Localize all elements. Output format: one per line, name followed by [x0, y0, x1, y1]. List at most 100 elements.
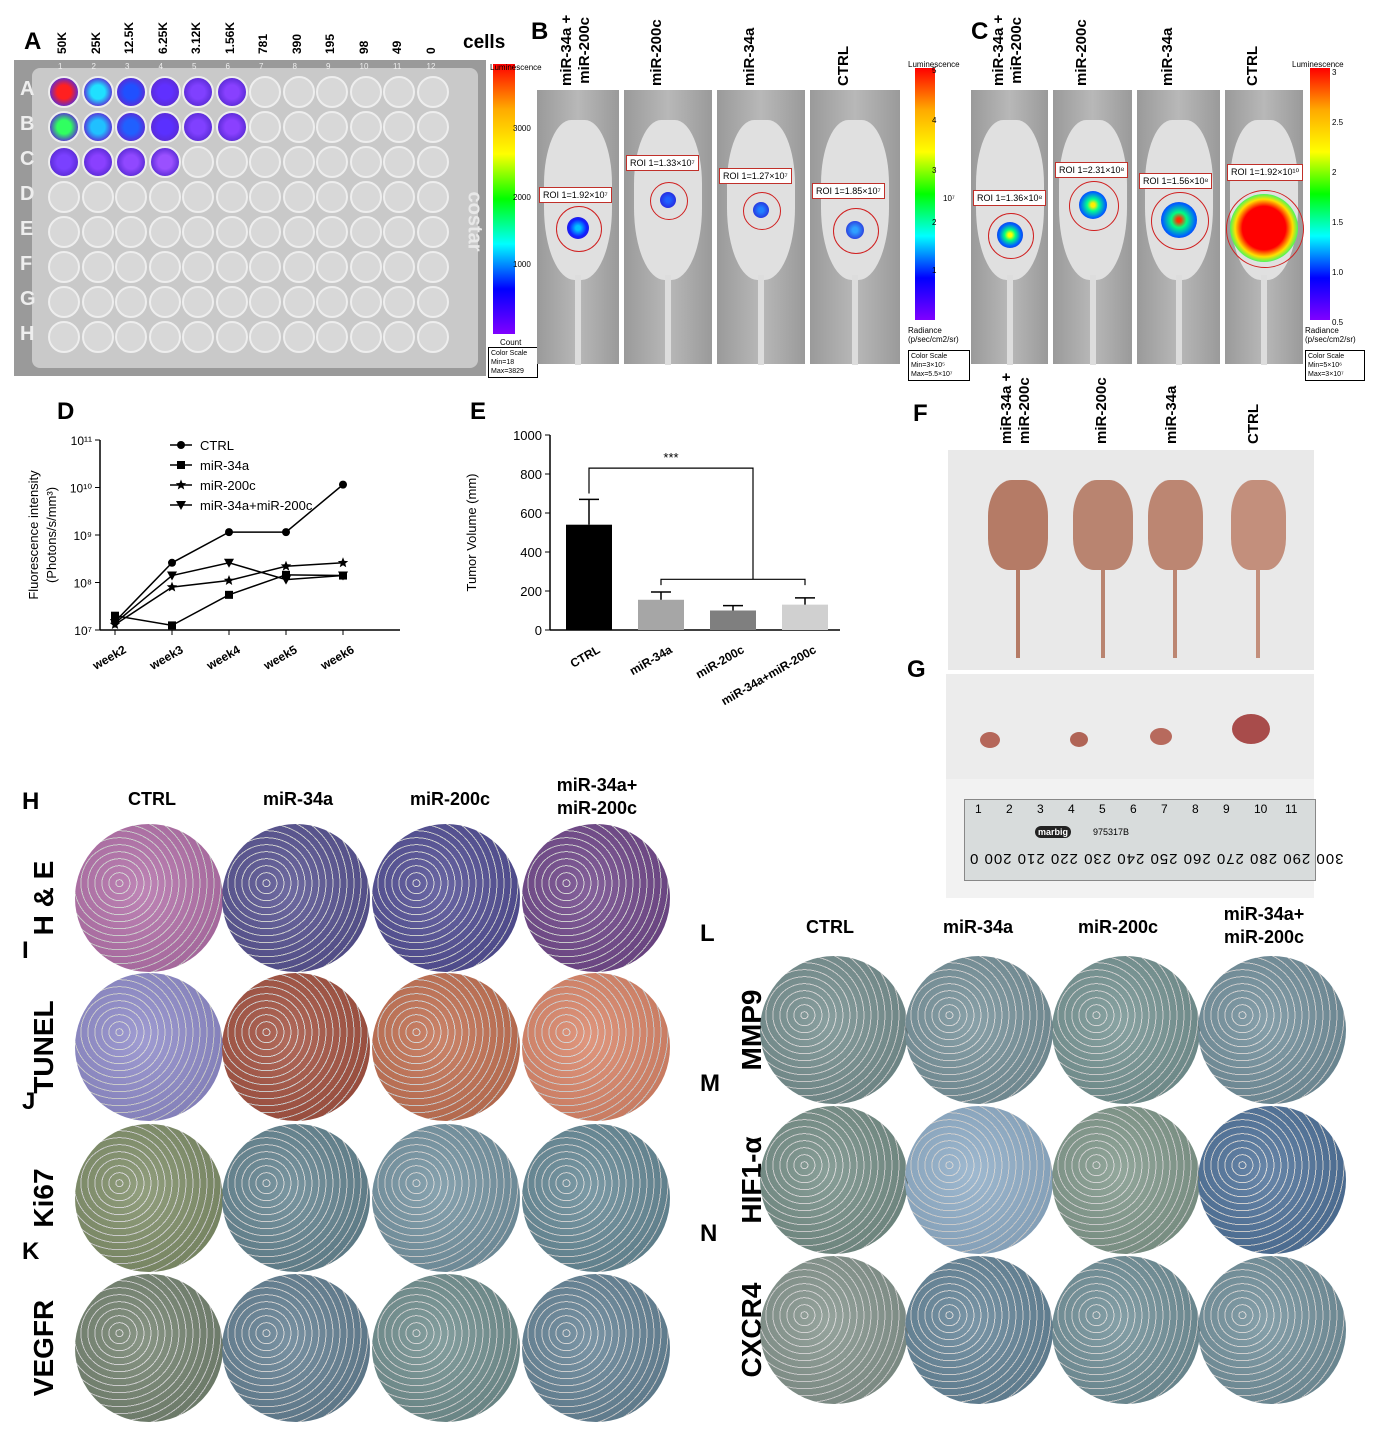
plate-well: [416, 111, 449, 143]
roi-circle: [987, 213, 1034, 259]
plate-well: [416, 181, 449, 213]
data-point: [282, 528, 290, 537]
panel-label-d: D: [57, 398, 75, 425]
group-column-label: miR-34a + miR-200c: [989, 14, 1025, 86]
plate-well: [416, 76, 449, 108]
bar-chart-tumor-volume: 0 200 400 600 800 1000 Tumor Volume (mm) CTRL mi…: [464, 428, 840, 708]
plate-well: [383, 216, 415, 248]
histology-section: [1198, 1256, 1346, 1404]
histology-column-label: miR-200c: [409, 789, 491, 809]
bar: [782, 604, 828, 630]
plate-well: [81, 111, 114, 143]
plate-well: [115, 251, 147, 283]
plate-col-number: 3: [125, 62, 130, 71]
mouse-image: [537, 90, 619, 365]
plate-row-letter: B: [20, 113, 35, 135]
roi-value-label: ROI 1=1.92×10⁷: [539, 187, 612, 203]
scale-box-line: Color Scale: [911, 353, 948, 360]
group-column-label: CTRL: [1244, 46, 1261, 86]
mouse-tail: [758, 275, 764, 365]
histology-column-label: CTRL: [128, 789, 176, 809]
histology-section: [75, 824, 223, 972]
plate-well: [249, 286, 281, 318]
mouse-shape: [1148, 480, 1203, 570]
luminescence-colorbar-a: [493, 64, 515, 334]
data-point: [282, 570, 290, 579]
histology-section: [222, 973, 370, 1121]
plate-well: [316, 286, 348, 318]
ruler-mark: 3: [1037, 802, 1044, 816]
plate-well: [81, 216, 114, 248]
plate-well: [148, 286, 181, 318]
ruler-mark: 9: [1223, 802, 1230, 816]
roi-value-label: ROI 1=1.56×10⁸: [1139, 173, 1213, 189]
scale-box-line: Max=3829: [491, 368, 524, 375]
data-point: [225, 590, 233, 599]
plate-col-number: 12: [426, 62, 436, 71]
significance-bracket: [588, 467, 754, 580]
panel-label-b: B: [531, 18, 549, 45]
group-column-label: miR-34a + miR-200c: [558, 14, 593, 86]
group-column-label: miR-200c: [1093, 377, 1110, 444]
colorbar-title-a: Luminescence: [490, 63, 542, 72]
bioluminescence-signal: [1078, 191, 1107, 219]
roi-circle: [1068, 181, 1119, 231]
plate-well: [182, 216, 214, 248]
colorbar-tick: 3000: [513, 124, 531, 133]
data-point: [280, 560, 292, 571]
ruler-mark: 10: [1254, 802, 1268, 816]
plate-well: [182, 111, 214, 143]
color-scale-box-a: Color Scale Min=18 Max=3829: [488, 347, 538, 378]
plate-well: [115, 181, 147, 213]
plate-well: [148, 216, 181, 248]
cell-count-label: 6.25K: [155, 21, 170, 54]
y-tick-label: 10¹¹: [71, 434, 92, 448]
ruler-mark: 2: [1006, 802, 1013, 816]
cell-count-label: 781: [256, 33, 270, 54]
bioluminescence-signal: [1230, 194, 1298, 262]
plate-well: [383, 146, 415, 178]
mouse-image: [1053, 90, 1132, 365]
plate-well: [48, 321, 80, 353]
histology-section: [372, 1274, 520, 1422]
mouse-tail: [575, 275, 581, 365]
group-column-label: miR-34a: [1163, 385, 1180, 444]
colorbar-tick: 1000: [513, 260, 531, 269]
plate-well: [249, 146, 281, 178]
plate-well: [182, 251, 214, 283]
tumor-sample: [1070, 732, 1088, 747]
plate-well: [282, 181, 315, 213]
bioluminescence-signal: [567, 217, 589, 239]
panel-label-f: F: [913, 400, 928, 427]
plate-well: [115, 216, 147, 248]
roi-value-label: ROI 1=2.31×10⁸: [1055, 162, 1129, 178]
plate-well: [48, 76, 80, 108]
colorbar-tick: 3: [1332, 68, 1337, 77]
y-tick-label: 10⁷: [74, 624, 92, 638]
ruler-mark: 11: [1285, 802, 1298, 816]
plate-well: [148, 181, 181, 213]
plate-well: [148, 251, 181, 283]
plate-row-letter: G: [20, 288, 36, 310]
data-point: [338, 571, 348, 581]
histology-section: [1052, 1106, 1200, 1254]
group-column-label: miR-200c: [648, 19, 665, 86]
y-axis-label: Fluorescence intensity: [26, 470, 41, 600]
histology-section: [522, 973, 670, 1121]
plate-well: [249, 111, 281, 143]
plate-well: [349, 286, 382, 318]
colorbar-tick: 2: [1332, 168, 1337, 177]
plate-col-number: 8: [292, 62, 297, 71]
scale-box-line: Max=3×10⁷: [1308, 371, 1344, 378]
histology-section: [75, 1274, 223, 1422]
plate-well: [249, 181, 281, 213]
plate-well: [215, 76, 248, 108]
plate-well: [48, 146, 80, 178]
histology-section: [372, 1124, 520, 1272]
plate-well: [416, 286, 449, 318]
plate-well: [383, 76, 415, 108]
plate-well: [48, 251, 80, 283]
x-tick-label: miR-34a: [627, 642, 675, 678]
data-point: [167, 571, 177, 581]
group-column-label: miR-34a: [1158, 27, 1176, 86]
